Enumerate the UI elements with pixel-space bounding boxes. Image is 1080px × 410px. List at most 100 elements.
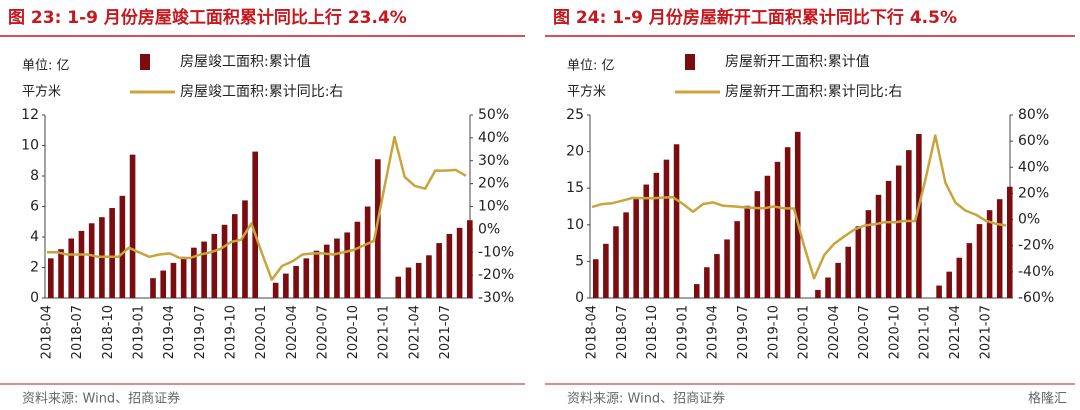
bar bbox=[835, 262, 841, 298]
y-tick-label: 5 bbox=[575, 253, 584, 269]
x-tick-label: 2020-04 bbox=[285, 305, 300, 359]
bar bbox=[653, 172, 660, 298]
bar bbox=[293, 265, 299, 298]
bar bbox=[242, 200, 248, 298]
legend-label: 房屋新开工面积:累计值 bbox=[725, 54, 870, 70]
y2-tick-label: 20% bbox=[1018, 185, 1049, 201]
x-tick-label: 2019-07 bbox=[736, 305, 751, 359]
chart-title: 图 24: 1-9 月份房屋新开工面积累计同比下行 4.5% bbox=[553, 7, 957, 28]
x-tick-label: 2019-04 bbox=[162, 305, 177, 359]
bar bbox=[986, 210, 993, 298]
y2-tick-label: 40% bbox=[1018, 159, 1049, 175]
y2-tick-label: 60% bbox=[1018, 133, 1049, 149]
bar bbox=[764, 175, 771, 298]
x-tick-label: 2020-07 bbox=[857, 305, 872, 359]
bar bbox=[875, 194, 882, 298]
bar bbox=[272, 282, 279, 298]
bar bbox=[693, 284, 700, 298]
y2-tick-label: -20% bbox=[1018, 238, 1054, 254]
x-tick-label: 2020-01 bbox=[254, 305, 269, 359]
bar bbox=[865, 210, 872, 298]
y-tick-label: 12 bbox=[21, 107, 39, 123]
bar bbox=[946, 271, 952, 298]
x-tick-label: 2018-04 bbox=[585, 305, 600, 359]
bar bbox=[855, 226, 862, 298]
bar bbox=[129, 154, 136, 298]
x-tick-label: 2019-01 bbox=[131, 305, 146, 359]
bar bbox=[191, 247, 197, 298]
bar bbox=[734, 221, 740, 298]
bar bbox=[415, 262, 422, 298]
bar bbox=[201, 241, 207, 298]
bar bbox=[119, 195, 126, 298]
bar bbox=[160, 270, 167, 298]
x-tick-label: 2020-10 bbox=[346, 305, 361, 359]
bar bbox=[48, 258, 54, 298]
bar bbox=[976, 224, 983, 298]
bar bbox=[794, 131, 801, 298]
x-tick-label: 2020-10 bbox=[887, 305, 902, 359]
y-tick-label: 15 bbox=[566, 180, 584, 196]
bar bbox=[354, 221, 361, 298]
bar bbox=[467, 220, 473, 298]
y-tick-label: 6 bbox=[30, 199, 39, 215]
x-tick-label: 2021-01 bbox=[918, 305, 933, 359]
y-tick-label: 8 bbox=[30, 168, 39, 184]
y2-tick-label: 50% bbox=[478, 107, 509, 123]
bar bbox=[633, 198, 639, 298]
y-tick-label: 2 bbox=[30, 260, 39, 276]
y2-tick-label: -20% bbox=[478, 267, 514, 283]
x-tick-label: 2018-10 bbox=[645, 305, 660, 359]
bar bbox=[603, 243, 609, 298]
y2-tick-label: 0% bbox=[1018, 212, 1040, 228]
y2-tick-label: 40% bbox=[478, 130, 509, 146]
bar bbox=[344, 232, 350, 298]
y2-tick-label: 0% bbox=[478, 221, 500, 237]
unit-label: 平方米 bbox=[22, 84, 61, 100]
x-tick-label: 2018-07 bbox=[615, 305, 630, 359]
bar bbox=[663, 159, 670, 298]
line bbox=[47, 135, 467, 281]
line bbox=[591, 134, 1007, 280]
bar bbox=[956, 257, 963, 298]
bar bbox=[170, 262, 177, 298]
bar bbox=[885, 180, 892, 298]
bar bbox=[109, 208, 115, 298]
y2-tick-label: 10% bbox=[478, 199, 509, 215]
x-tick-label: 2019-10 bbox=[766, 305, 781, 359]
bar bbox=[303, 258, 310, 298]
bar bbox=[754, 191, 761, 298]
bar bbox=[704, 267, 710, 298]
bar bbox=[784, 147, 791, 298]
bar bbox=[150, 278, 156, 298]
bar bbox=[996, 199, 1003, 298]
bar bbox=[426, 255, 432, 298]
legend-swatch bbox=[140, 54, 150, 70]
bar bbox=[334, 238, 340, 298]
bar bbox=[252, 151, 259, 298]
x-tick-label: 2021-07 bbox=[438, 305, 453, 359]
y-tick-label: 10 bbox=[566, 217, 584, 233]
x-tick-label: 2019-07 bbox=[193, 305, 208, 359]
x-tick-label: 2020-07 bbox=[315, 305, 330, 359]
bar bbox=[845, 246, 851, 298]
y-tick-label: 4 bbox=[30, 229, 39, 245]
legend-label: 房屋新开工面积:累计同比:右 bbox=[725, 84, 902, 100]
y2-tick-label: -40% bbox=[1018, 264, 1054, 280]
x-tick-label: 2021-04 bbox=[948, 305, 963, 359]
legend-swatch bbox=[685, 54, 695, 70]
bar bbox=[936, 285, 942, 298]
x-tick-label: 2018-10 bbox=[101, 305, 116, 359]
bar bbox=[593, 259, 599, 298]
x-tick-label: 2018-04 bbox=[40, 305, 55, 359]
x-tick-label: 2019-04 bbox=[706, 305, 721, 359]
y2-tick-label: 30% bbox=[478, 153, 509, 169]
y-tick-label: 25 bbox=[566, 107, 584, 123]
bar bbox=[221, 224, 228, 298]
bar bbox=[323, 244, 330, 298]
bar bbox=[916, 134, 922, 298]
bar bbox=[88, 223, 95, 298]
bar bbox=[744, 205, 751, 298]
bar bbox=[724, 239, 730, 298]
y-tick-label: 10 bbox=[21, 138, 39, 154]
